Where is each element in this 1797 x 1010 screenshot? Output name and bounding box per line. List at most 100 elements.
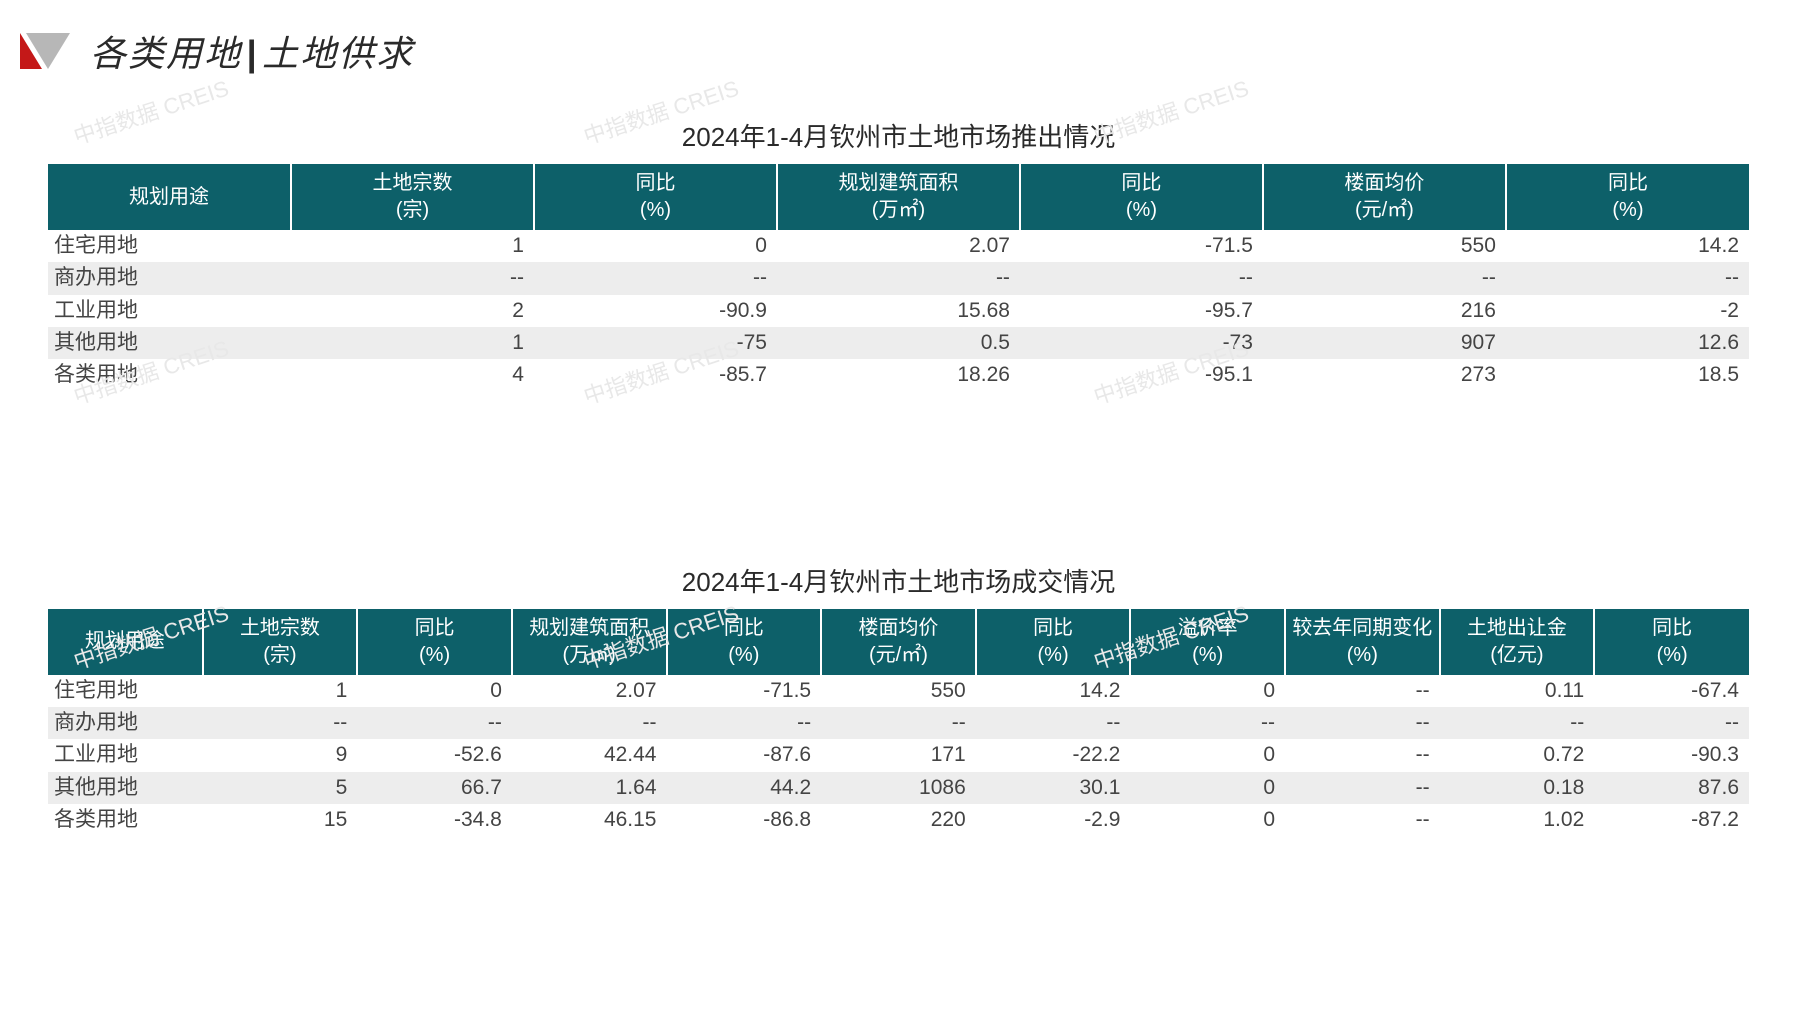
cell-value: -- [1285,675,1440,707]
column-header: 土地宗数(宗) [203,609,358,675]
cell-value: 0 [1130,804,1285,836]
cell-value: -34.8 [357,804,512,836]
table-row: 其他用地1-750.5-7390712.6 [48,327,1749,359]
cell-value: 2.07 [777,230,1020,262]
column-header: 规划建筑面积(万㎡) [777,164,1020,230]
title-separator: | [242,33,262,74]
title-right: 土地供求 [262,33,414,74]
column-header: 同比(%) [1020,164,1263,230]
page-title: 各类用地|土地供求 [90,25,414,77]
cell-value: 9 [203,739,358,771]
cell-value: 171 [821,739,976,771]
row-label: 商办用地 [48,262,291,294]
column-header: 土地宗数(宗) [291,164,534,230]
cell-value: -90.9 [534,295,777,327]
cell-value: -- [1440,707,1595,739]
cell-value: 0.72 [1440,739,1595,771]
cell-value: -- [821,707,976,739]
cell-value: 66.7 [357,772,512,804]
column-header: 同比(%) [1506,164,1749,230]
cell-value: 1.64 [512,772,667,804]
column-header: 较去年同期变化(%) [1285,609,1440,675]
table2: 规划用途土地宗数(宗)同比(%)规划建筑面积(万㎡)同比(%)楼面均价(元/㎡)… [48,609,1749,837]
table1-title: 2024年1-4月钦州市土地市场推出情况 [48,117,1749,154]
cell-value: -- [1506,262,1749,294]
table-row: 其他用地566.71.6444.2108630.10--0.1887.6 [48,772,1749,804]
cell-value: -22.2 [976,739,1131,771]
column-header: 规划建筑面积(万㎡) [512,609,667,675]
cell-value: 0.11 [1440,675,1595,707]
cell-value: -- [203,707,358,739]
table-row: 商办用地-------------------- [48,707,1749,739]
table2-title: 2024年1-4月钦州市土地市场成交情况 [48,562,1749,599]
row-label: 各类用地 [48,804,203,836]
table-row: 住宅用地102.07-71.555014.20--0.11-67.4 [48,675,1749,707]
cell-value: -90.3 [1594,739,1749,771]
column-header: 楼面均价(元/㎡) [821,609,976,675]
cell-value: 550 [1263,230,1506,262]
cell-value: -- [1594,707,1749,739]
cell-value: -67.4 [1594,675,1749,707]
cell-value: 1 [203,675,358,707]
cell-value: 30.1 [976,772,1131,804]
column-header: 楼面均价(元/㎡) [1263,164,1506,230]
cell-value: -- [291,262,534,294]
cell-value: -- [1130,707,1285,739]
cell-value: -- [1285,739,1440,771]
cell-value: -- [1020,262,1263,294]
row-label: 住宅用地 [48,675,203,707]
cell-value: -95.1 [1020,359,1263,391]
table-row: 住宅用地102.07-71.555014.2 [48,230,1749,262]
column-header: 同比(%) [357,609,512,675]
cell-value: -- [1285,772,1440,804]
cell-value: 44.2 [667,772,822,804]
cell-value: 2 [291,295,534,327]
column-header: 同比(%) [667,609,822,675]
column-header: 同比(%) [534,164,777,230]
cell-value: 0 [357,675,512,707]
cell-value: 14.2 [1506,230,1749,262]
cell-value: -- [1263,262,1506,294]
cell-value: 46.15 [512,804,667,836]
cell-value: -95.7 [1020,295,1263,327]
table-row: 各类用地4-85.718.26-95.127318.5 [48,359,1749,391]
cell-value: 18.5 [1506,359,1749,391]
cell-value: 18.26 [777,359,1020,391]
column-header: 同比(%) [1594,609,1749,675]
cell-value: -87.2 [1594,804,1749,836]
row-label: 商办用地 [48,707,203,739]
cell-value: -- [777,262,1020,294]
table-row: 工业用地2-90.915.68-95.7216-2 [48,295,1749,327]
cell-value: -- [667,707,822,739]
cell-value: 1 [291,230,534,262]
cell-value: 4 [291,359,534,391]
cell-value: -- [1285,804,1440,836]
cell-value: 220 [821,804,976,836]
column-header: 溢价率(%) [1130,609,1285,675]
table1-section: 2024年1-4月钦州市土地市场推出情况 规划用途土地宗数(宗)同比(%)规划建… [48,117,1749,392]
row-label: 住宅用地 [48,230,291,262]
cell-value: -2 [1506,295,1749,327]
cell-value: 0.18 [1440,772,1595,804]
cell-value: 15.68 [777,295,1020,327]
column-header: 规划用途 [48,164,291,230]
cell-value: -- [357,707,512,739]
row-label: 其他用地 [48,772,203,804]
cell-value: 14.2 [976,675,1131,707]
page-header: 各类用地|土地供求 [0,0,1797,77]
cell-value: 2.07 [512,675,667,707]
cell-value: 0 [534,230,777,262]
cell-value: -- [512,707,667,739]
cell-value: -- [976,707,1131,739]
logo-icon [20,33,70,69]
cell-value: -86.8 [667,804,822,836]
cell-value: -87.6 [667,739,822,771]
cell-value: 0.5 [777,327,1020,359]
cell-value: 5 [203,772,358,804]
cell-value: -2.9 [976,804,1131,836]
cell-value: 0 [1130,772,1285,804]
row-label: 各类用地 [48,359,291,391]
cell-value: 1 [291,327,534,359]
table-row: 工业用地9-52.642.44-87.6171-22.20--0.72-90.3 [48,739,1749,771]
cell-value: -- [534,262,777,294]
